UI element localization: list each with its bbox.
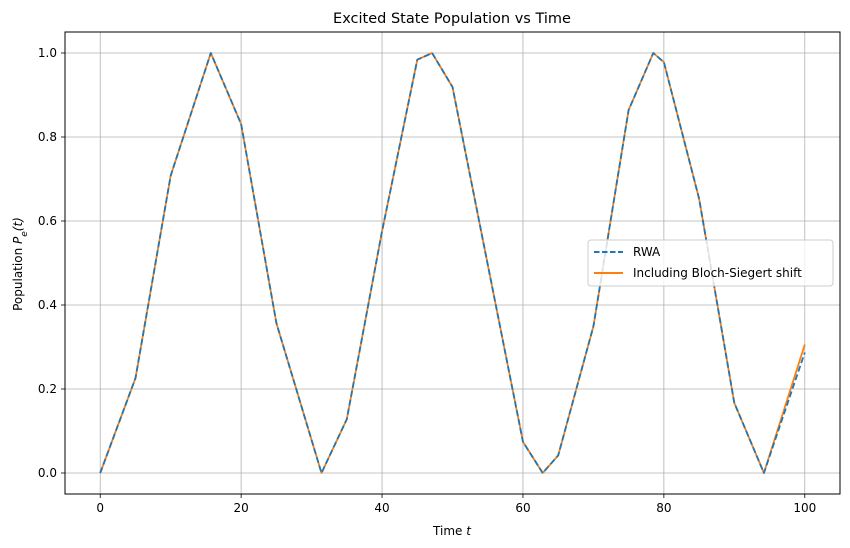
x-tick-label: 60 [515, 501, 530, 515]
y-tick-label: 0.2 [38, 382, 57, 396]
y-tick-label: 0.0 [38, 466, 57, 480]
legend-box [587, 239, 834, 287]
ticks: 0 20 40 60 80 100 0.0 0.2 0.4 0.6 0.8 1.0 [38, 46, 816, 515]
y-tick-label: 0.8 [38, 130, 57, 144]
legend: RWA Including Bloch-Siegert shift [587, 239, 834, 287]
series-layer [99, 52, 806, 474]
legend-label-rwa: RWA [633, 245, 661, 259]
x-tick-label: 40 [374, 501, 389, 515]
series-line-rwa [99, 52, 806, 474]
y-tick-label: 1.0 [38, 46, 57, 60]
x-tick-label: 0 [96, 501, 104, 515]
y-axis-title: Population Pe(t) [11, 217, 30, 311]
legend-label-bloch-siegert: Including Bloch-Siegert shift [633, 266, 802, 280]
y-tick-label: 0.4 [38, 298, 57, 312]
x-tick-label: 80 [656, 501, 671, 515]
x-tick-label: 100 [793, 501, 816, 515]
chart-title: Excited State Population vs Time [333, 11, 571, 27]
plot-frame [64, 31, 841, 495]
y-tick-label: 0.6 [38, 214, 57, 228]
x-axis-title: Time t [432, 524, 472, 538]
x-tick-label: 20 [233, 501, 248, 515]
grid [65, 32, 840, 494]
